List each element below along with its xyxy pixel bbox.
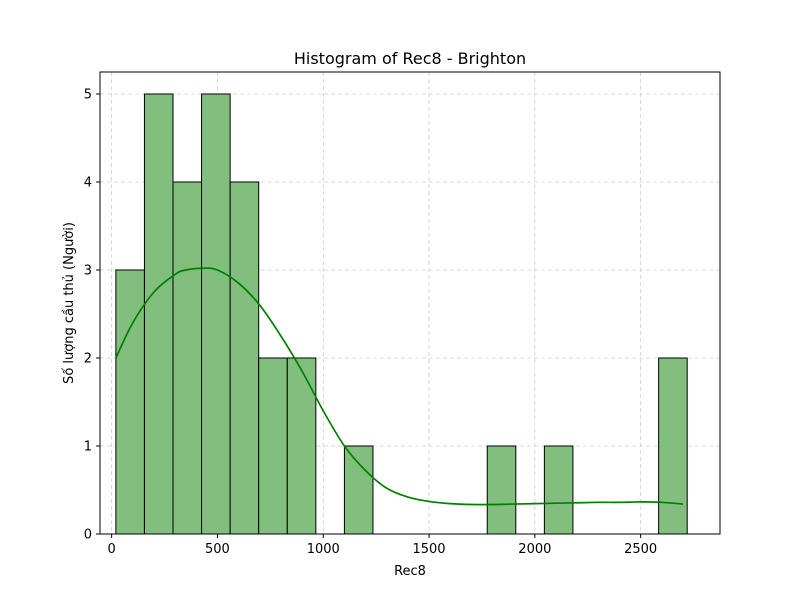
x-tick-label: 500 — [205, 542, 230, 557]
y-tick-label: 3 — [84, 264, 92, 279]
histogram-bar — [115, 269, 145, 535]
kde-curve — [115, 267, 684, 506]
histogram-bar — [201, 93, 231, 535]
y-axis-label: Số lượng cầu thủ (Người) — [62, 222, 77, 384]
plot-frame — [99, 71, 721, 535]
histogram-bar — [172, 181, 203, 535]
histogram-bar — [143, 93, 174, 535]
histogram-bar — [229, 181, 260, 535]
histogram-bar — [343, 445, 374, 535]
x-tick-label: 1000 — [307, 542, 340, 557]
kde-layer — [115, 267, 684, 506]
x-axis-label: Rec8 — [394, 564, 426, 579]
y-tick-label: 1 — [84, 440, 92, 455]
y-tick-label: 5 — [84, 88, 92, 103]
histogram-bar — [286, 357, 317, 535]
x-tick-label: 2500 — [624, 542, 657, 557]
bars-layer — [115, 93, 688, 535]
x-tick-label: 0 — [107, 542, 115, 557]
x-tick-label: 2000 — [518, 542, 551, 557]
y-tick-label: 2 — [84, 352, 92, 367]
x-axis-ticks: 0 500 1000 1500 2000 2500 — [107, 534, 657, 557]
y-axis-ticks: 0 1 2 3 4 5 — [84, 88, 100, 543]
y-tick-label: 0 — [84, 528, 92, 543]
histogram-bar — [658, 357, 688, 535]
histogram-bar — [543, 445, 574, 535]
histogram-bar — [486, 445, 517, 535]
y-tick-label: 4 — [84, 176, 92, 191]
x-tick-label: 1500 — [412, 542, 445, 557]
histogram-bar — [258, 357, 288, 535]
chart-title: Histogram of Rec8 - Brighton — [294, 49, 526, 68]
